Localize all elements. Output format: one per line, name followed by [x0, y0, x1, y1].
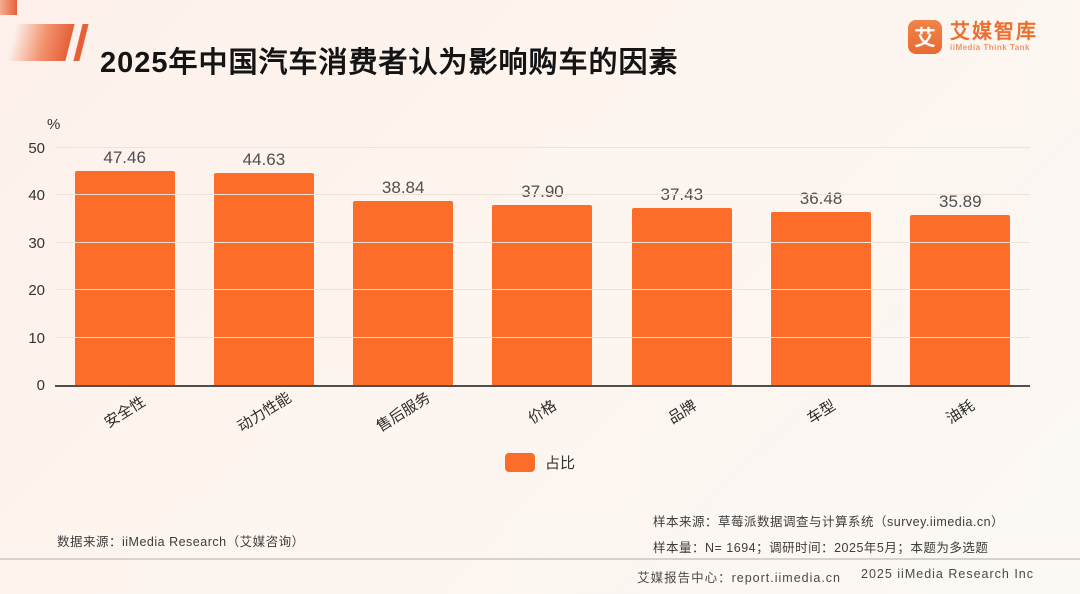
data-source-note: 数据来源：iiMedia Research（艾媒咨询）: [57, 535, 305, 549]
iimedia-logo-icon: 艾: [908, 20, 942, 54]
bar-value-label: 35.89: [939, 191, 982, 211]
x-axis-label: 品牌: [665, 397, 700, 428]
bar: [631, 207, 732, 385]
bar-group: 38.84: [334, 148, 473, 385]
y-tick-label: 0: [36, 377, 45, 394]
legend-marker: [504, 453, 535, 472]
title-deco-square: [0, 0, 17, 15]
gridline: [55, 336, 1030, 338]
plot-area: % 47.46 44.63 38.84 37.90 37.43 36.48 35.89 0 1…: [28, 116, 1030, 394]
title-deco-slash: [73, 24, 89, 61]
y-axis-unit-label: %: [47, 116, 61, 133]
bar: [353, 200, 454, 385]
legend-label: 占比: [544, 455, 575, 472]
gridline: [55, 194, 1030, 196]
gridline: [55, 241, 1030, 243]
gridline: [55, 147, 1030, 148]
footer: 艾媒报告中心：report.iimedia.cn 2025 iiMedia Re…: [637, 567, 1034, 586]
legend: 占比: [0, 452, 1080, 473]
bars-row: 47.46 44.63 38.84 37.90 37.43 36.48 35.89: [55, 148, 1030, 385]
bar-group: 35.89: [891, 148, 1030, 385]
bar-value-label: 38.84: [381, 177, 425, 197]
bar-group: 37.90: [473, 148, 612, 385]
bar: [492, 205, 593, 385]
bar-group: 47.46: [55, 148, 194, 385]
y-tick-label: 50: [28, 140, 45, 157]
footer-copyright: 2025 iiMedia Research Inc: [861, 567, 1034, 581]
bar: [910, 214, 1011, 385]
bar-group: 36.48: [751, 148, 890, 385]
bar-group: 44.63: [194, 148, 333, 385]
logo-name: 艾媒智库: [950, 21, 1038, 43]
x-axis-label: 价格: [525, 397, 561, 428]
x-axis-labels: 安全性 动力性能 售后服务 价格 品牌 车型 油耗: [55, 387, 1030, 449]
bar-value-label: 36.48: [799, 189, 843, 209]
bar: [213, 173, 314, 385]
sample-info-note: 样本量：N= 1694；调研时间：2025年5月；本题为多选题: [653, 541, 989, 556]
y-tick-label: 20: [28, 282, 45, 300]
logo-subtitle: iiMedia Think Tank: [950, 43, 1030, 52]
iimedia-logo: 艾 艾媒智库 iiMedia Think Tank: [908, 20, 1038, 54]
sample-source-note: 样本来源：草莓派数据调查与计算系统（survey.iimedia.cn）: [653, 515, 1005, 529]
footer-report-center: 艾媒报告中心：report.iimedia.cn: [637, 571, 841, 585]
bar-value-label: 37.43: [660, 184, 704, 204]
gridline: [55, 289, 1030, 291]
bar-value-label: 44.63: [242, 150, 286, 170]
y-tick-label: 30: [28, 234, 45, 252]
x-axis-label: 动力性能: [234, 389, 295, 436]
x-axis-label: 车型: [804, 397, 839, 428]
y-tick-label: 10: [28, 329, 45, 347]
title-deco-parallelogram: [7, 24, 75, 61]
page-title: 2025年中国汽车消费者认为影响购车的因素: [100, 47, 679, 80]
bar-value-label: 37.90: [521, 182, 564, 202]
footer-divider: [0, 558, 1080, 560]
bar: [74, 171, 175, 385]
sample-notes: 样本来源：草莓派数据调查与计算系统（survey.iimedia.cn） 样本量…: [653, 509, 1004, 562]
x-axis-label: 售后服务: [373, 389, 434, 436]
x-axis-label: 油耗: [943, 397, 979, 428]
x-axis-label: 安全性: [101, 393, 149, 432]
bar-group: 37.43: [612, 148, 751, 385]
bar: [771, 212, 872, 385]
y-tick-label: 40: [28, 187, 45, 205]
bar-value-label: 47.46: [103, 148, 146, 167]
